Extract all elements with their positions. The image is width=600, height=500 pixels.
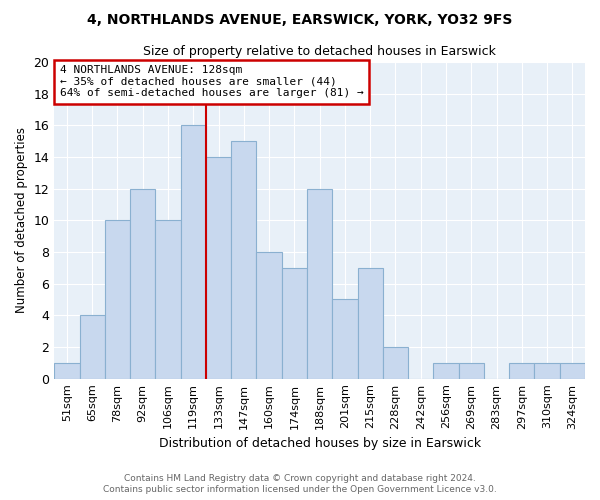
- Bar: [433, 363, 458, 378]
- Y-axis label: Number of detached properties: Number of detached properties: [15, 128, 28, 314]
- Bar: [535, 363, 560, 378]
- Bar: [80, 316, 105, 378]
- X-axis label: Distribution of detached houses by size in Earswick: Distribution of detached houses by size …: [158, 437, 481, 450]
- Bar: [256, 252, 282, 378]
- Bar: [509, 363, 535, 378]
- Bar: [155, 220, 181, 378]
- Bar: [560, 363, 585, 378]
- Text: 4, NORTHLANDS AVENUE, EARSWICK, YORK, YO32 9FS: 4, NORTHLANDS AVENUE, EARSWICK, YORK, YO…: [88, 12, 512, 26]
- Title: Size of property relative to detached houses in Earswick: Size of property relative to detached ho…: [143, 45, 496, 58]
- Bar: [282, 268, 307, 378]
- Text: 4 NORTHLANDS AVENUE: 128sqm
← 35% of detached houses are smaller (44)
64% of sem: 4 NORTHLANDS AVENUE: 128sqm ← 35% of det…: [59, 65, 364, 98]
- Bar: [54, 363, 80, 378]
- Bar: [358, 268, 383, 378]
- Bar: [181, 126, 206, 378]
- Bar: [383, 347, 408, 378]
- Bar: [332, 300, 358, 378]
- Bar: [231, 141, 256, 378]
- Bar: [105, 220, 130, 378]
- Text: Contains HM Land Registry data © Crown copyright and database right 2024.
Contai: Contains HM Land Registry data © Crown c…: [103, 474, 497, 494]
- Bar: [206, 157, 231, 378]
- Bar: [307, 188, 332, 378]
- Bar: [130, 188, 155, 378]
- Bar: [458, 363, 484, 378]
